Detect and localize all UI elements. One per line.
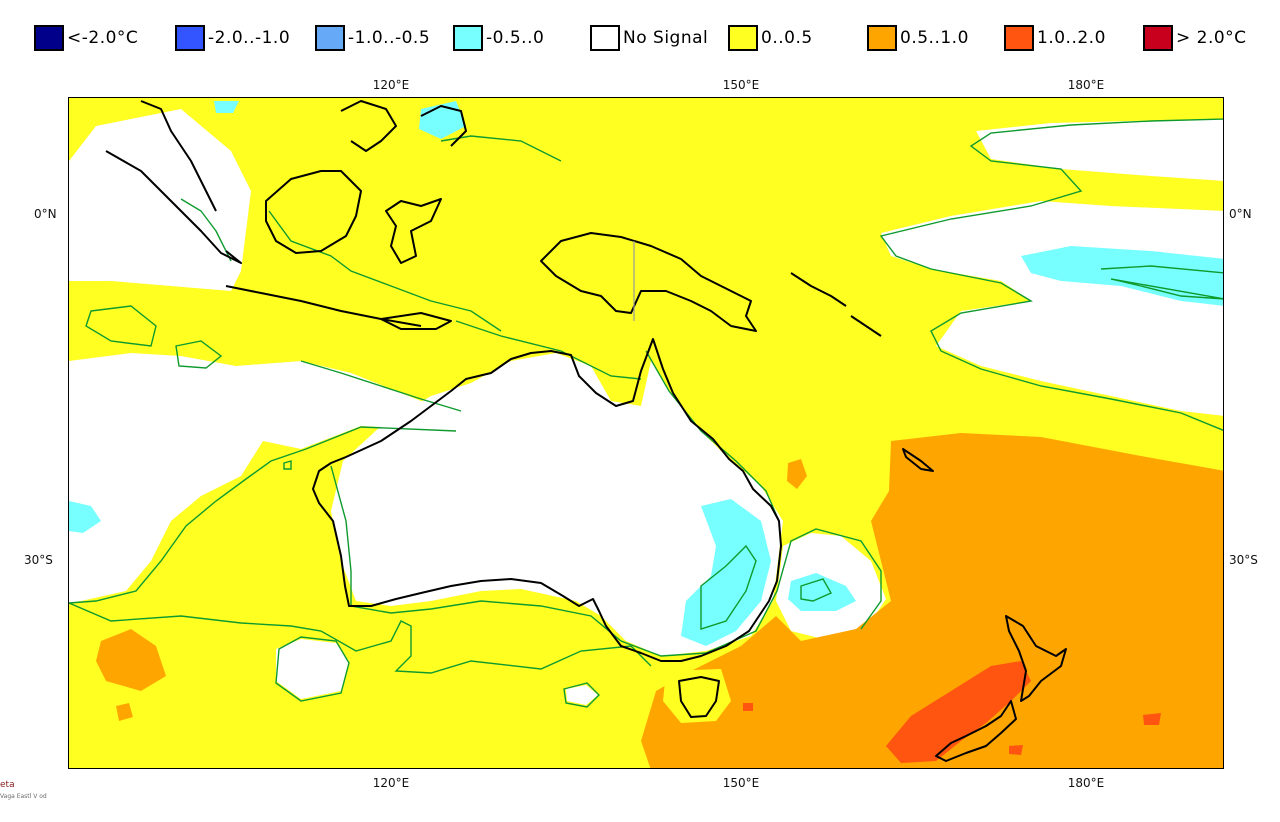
lon-label-bottom-180e: 180°E xyxy=(1067,776,1105,790)
coast-timor xyxy=(380,312,452,330)
legend-item-0-5-to-1: 0.5..1.0 xyxy=(867,22,969,54)
coast-mainland-asia xyxy=(140,100,217,212)
legend-swatch xyxy=(34,25,64,51)
legend: <-2.0°C -2.0..-1.0 -1.0..-0.5 -0.5..0 No… xyxy=(0,22,1280,54)
contour-cool-equatorial xyxy=(1100,265,1223,300)
legend-item-above-2: > 2.0°C xyxy=(1143,22,1247,54)
legend-swatch xyxy=(590,25,620,51)
coast-new-zealand-north xyxy=(1005,615,1067,702)
contour-pacific-north xyxy=(879,118,1223,431)
lon-label-top-120e: 120°E xyxy=(372,78,410,92)
legend-label: -2.0..-1.0 xyxy=(208,28,291,48)
coastlines xyxy=(105,100,1067,762)
contour-west-patch-1 xyxy=(85,305,157,347)
coast-solomon xyxy=(790,272,882,337)
legend-label: -1.0..-0.5 xyxy=(348,28,431,48)
warm-high-patch-2 xyxy=(1143,713,1161,725)
warm-high-patch-1 xyxy=(1009,745,1023,755)
legend-label: 1.0..2.0 xyxy=(1037,28,1106,48)
legend-label: <-2.0°C xyxy=(67,28,139,48)
coast-java-sumatra xyxy=(105,150,422,327)
lat-label-right-30s: 30°S xyxy=(1229,553,1258,567)
credit-logo: eta Vaga Eastl V od xyxy=(0,780,47,802)
warm-high-new-zealand xyxy=(886,661,1031,763)
legend-item-below-minus-2: <-2.0°C xyxy=(34,22,138,54)
map-canvas xyxy=(69,98,1223,768)
contour-png xyxy=(440,135,642,380)
cool-patch-north xyxy=(214,101,239,113)
contour-indonesia xyxy=(180,198,502,332)
warm-mid-patch-east xyxy=(787,459,807,489)
no-signal-indian-ocean xyxy=(69,353,456,603)
no-signal-australia xyxy=(331,353,783,656)
cool-patch-equatorial xyxy=(1021,246,1223,306)
contour-sw-patch xyxy=(275,636,350,702)
contour-australia xyxy=(330,465,882,657)
warm-mid-patch-small xyxy=(116,703,133,721)
lat-label-left-0n: 0°N xyxy=(34,207,57,221)
cool-patch-qld xyxy=(681,499,771,646)
contour-australia-west xyxy=(69,360,462,604)
legend-label: -0.5..0 xyxy=(486,28,545,48)
legend-swatch xyxy=(315,25,345,51)
anomaly-map[interactable] xyxy=(68,97,1224,769)
contour-qld-cool xyxy=(700,544,757,630)
coast-new-zealand-south xyxy=(935,700,1017,762)
coast-australia xyxy=(312,338,782,662)
cool-patch-tasman xyxy=(788,573,856,611)
coast-sulawesi xyxy=(385,198,442,264)
lon-label-top-150e: 150°E xyxy=(722,78,760,92)
warm-mid-tasman-south-pacific xyxy=(641,433,1223,768)
credit-line-1: eta xyxy=(0,780,15,790)
coast-tasmania xyxy=(678,676,720,718)
coast-philippines xyxy=(340,100,467,152)
legend-item-minus-2-to-minus-1: -2.0..-1.0 xyxy=(175,22,290,54)
legend-swatch xyxy=(728,25,758,51)
no-signal-patch-sw xyxy=(276,639,349,699)
contour-south xyxy=(69,602,652,674)
lon-label-bottom-150e: 150°E xyxy=(722,776,760,790)
legend-swatch xyxy=(1143,25,1173,51)
legend-item-0-to-0-5: 0..0.5 xyxy=(728,22,813,54)
legend-item-no-signal: No Signal xyxy=(590,22,708,54)
contour-tasman-cool xyxy=(800,578,832,602)
coast-borneo xyxy=(265,170,362,254)
legend-item-minus-1-to-minus-0-5: -1.0..-0.5 xyxy=(315,22,430,54)
contour-small-ring xyxy=(283,460,292,470)
coast-new-caledonia xyxy=(902,448,934,472)
lon-label-bottom-120e: 120°E xyxy=(372,776,410,790)
no-signal-patch-small xyxy=(566,685,598,705)
coast-new-guinea xyxy=(540,232,757,332)
lat-label-right-0n: 0°N xyxy=(1229,207,1252,221)
legend-label: > 2.0°C xyxy=(1176,28,1247,48)
credit-line-2: Vaga Eastl V od xyxy=(0,793,47,800)
warm-high-patch-3 xyxy=(743,703,753,711)
no-signal-pacific-north xyxy=(976,119,1223,181)
legend-label: 0.5..1.0 xyxy=(900,28,969,48)
cool-patch-west xyxy=(69,501,101,533)
contour-small-patch xyxy=(563,682,600,708)
significance-contours xyxy=(69,118,1223,708)
legend-swatch xyxy=(175,25,205,51)
warm-mid-patch-sw xyxy=(96,629,166,691)
lon-label-top-180e: 180°E xyxy=(1067,78,1105,92)
legend-label: No Signal xyxy=(623,28,709,48)
legend-item-1-to-2: 1.0..2.0 xyxy=(1004,22,1106,54)
lat-label-left-30s: 30°S xyxy=(24,553,53,567)
legend-swatch xyxy=(1004,25,1034,51)
legend-swatch xyxy=(453,25,483,51)
legend-item-minus-0-5-to-0: -0.5..0 xyxy=(453,22,544,54)
no-signal-west xyxy=(69,109,251,291)
legend-swatch xyxy=(867,25,897,51)
legend-label: 0..0.5 xyxy=(761,28,813,48)
contour-west-patch-2 xyxy=(175,340,223,369)
